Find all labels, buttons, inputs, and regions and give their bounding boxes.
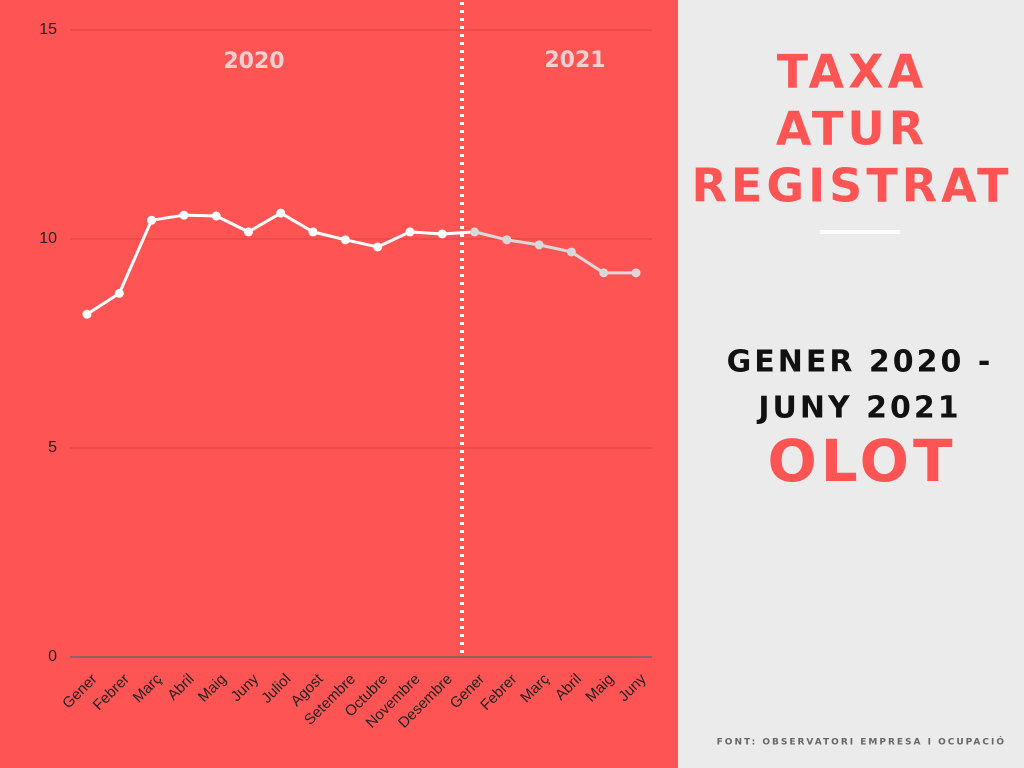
chart-panel [0,0,678,768]
y-tick-label: 5 [48,439,57,456]
divider [820,230,900,234]
point [470,227,480,237]
point [566,247,576,257]
source: FONT: OBSERVATORI EMPRESA I OCUPACIÓ [717,736,1006,748]
point [147,215,157,225]
title: TAXA [777,45,927,99]
info-panel [678,0,1024,768]
subtitle: GENER 2020 - [727,345,994,380]
point [340,235,350,245]
y-tick-label: 0 [48,648,57,665]
point [373,242,383,252]
annotation: 2020 [223,49,284,74]
point [534,240,544,250]
y-tick-label: 10 [39,230,57,247]
line [86,211,443,316]
point [631,268,641,278]
point [243,227,253,237]
subtitle: JUNY 2021 [756,391,961,426]
title: REGISTRAT [691,159,1012,213]
point [211,211,221,221]
point [276,208,286,218]
annotation: 2021 [544,48,605,73]
y-tick-label: 15 [39,21,57,38]
point [82,309,92,319]
point [114,288,124,298]
point [405,227,415,237]
point [599,268,609,278]
point [179,210,189,220]
place: OLOT [767,427,956,495]
point [308,227,318,237]
connector [442,230,475,236]
title: ATUR [776,102,928,156]
point [437,229,447,239]
line [474,230,636,275]
point [502,235,512,245]
